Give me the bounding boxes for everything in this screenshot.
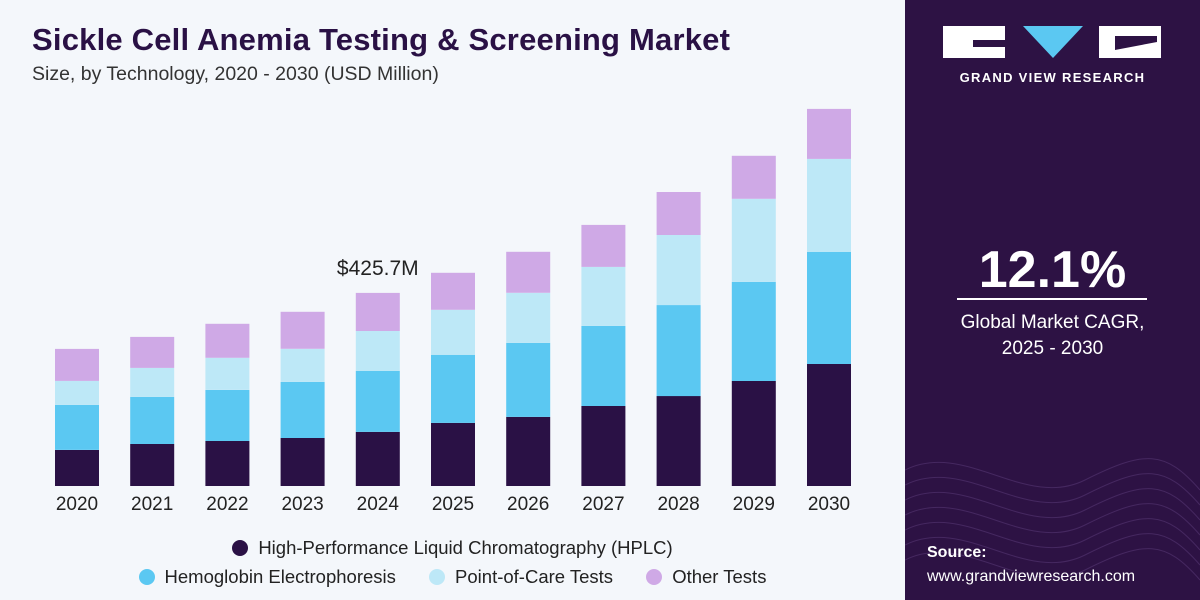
cagr-value: 12.1% xyxy=(978,241,1127,299)
x-tick-label-2026: 2026 xyxy=(507,494,549,515)
legend-item-hemoglobin: Hemoglobin Electrophoresis xyxy=(138,566,396,588)
bar-segment-2020-series-0 xyxy=(55,450,99,486)
bar-segment-2026-series-2 xyxy=(506,292,551,343)
bar-segment-2025-series-3 xyxy=(431,272,475,310)
bar-segment-2021-series-3 xyxy=(130,336,175,368)
bar-segment-2025-series-1 xyxy=(431,354,475,423)
decorative-wave-pattern xyxy=(905,458,1200,581)
bar-segment-2026-series-1 xyxy=(506,342,551,417)
bar-segment-2024-series-0 xyxy=(355,431,400,486)
legend-item-other: Other Tests xyxy=(646,566,766,588)
legend-row-1: High-Performance Liquid Chromatography (… xyxy=(0,537,905,559)
x-tick-label-2029: 2029 xyxy=(733,494,775,515)
bar-segment-2021-series-0 xyxy=(130,444,175,486)
bar-segment-2024-series-3 xyxy=(355,292,400,331)
legend-label-hemoglobin: Hemoglobin Electrophoresis xyxy=(164,566,396,587)
bar-segment-2020-series-1 xyxy=(55,404,99,450)
bar-segment-2027-series-3 xyxy=(581,224,626,267)
legend-item-hplc: High-Performance Liquid Chromatography (… xyxy=(232,537,673,559)
x-tick-label-2021: 2021 xyxy=(131,494,173,515)
x-tick-label-2024: 2024 xyxy=(357,494,400,515)
bar-segment-2023-series-1 xyxy=(280,381,325,438)
bar-segment-2027-series-2 xyxy=(581,266,626,326)
bar-segment-2029-series-2 xyxy=(731,198,776,282)
cagr-label-line-2: 2025 - 2030 xyxy=(1001,338,1104,359)
grand-view-research-logo xyxy=(943,26,1161,58)
bar-segment-2022-series-2 xyxy=(205,357,250,390)
bar-segment-2021-series-1 xyxy=(130,396,175,444)
x-tick-label-2030: 2030 xyxy=(808,494,850,515)
bar-segment-2025-series-2 xyxy=(431,309,475,355)
bar-segment-2030-series-1 xyxy=(807,252,851,364)
legend-label-other: Other Tests xyxy=(672,566,767,587)
sidebar-panel: GRAND VIEW RESEARCH 12.1% Global Market … xyxy=(905,0,1200,600)
x-tick-label-2028: 2028 xyxy=(657,494,699,515)
cagr-divider xyxy=(957,298,1147,300)
bar-segment-2022-series-1 xyxy=(205,389,250,441)
bar-segment-2029-series-0 xyxy=(731,381,776,486)
source-url[interactable]: www.grandviewresearch.com xyxy=(927,568,1136,585)
x-tick-label-2027: 2027 xyxy=(582,494,624,515)
legend-item-poc: Point-of-Care Tests xyxy=(429,566,613,588)
bar-segment-2024-series-1 xyxy=(355,370,400,432)
legend-swatch-hemoglobin xyxy=(138,569,155,585)
legend-label-hplc: High-Performance Liquid Chromatography (… xyxy=(258,537,673,558)
bar-segment-2028-series-2 xyxy=(656,235,701,305)
bar-segment-2020-series-3 xyxy=(55,348,99,381)
bar-segment-2023-series-2 xyxy=(280,348,325,382)
bar-segment-2027-series-0 xyxy=(581,406,626,486)
bar-segment-2024-series-2 xyxy=(355,331,400,371)
annotation-2024: $425.7M xyxy=(337,257,419,280)
bar-segment-2026-series-3 xyxy=(506,251,551,293)
legend-swatch-other xyxy=(646,569,663,585)
bar-segment-2020-series-2 xyxy=(55,380,99,405)
bar-segment-2026-series-0 xyxy=(506,416,551,486)
bar-segment-2022-series-0 xyxy=(205,441,250,486)
bar-segment-2028-series-1 xyxy=(656,305,701,397)
bar-segment-2029-series-1 xyxy=(731,281,776,381)
chart-panel: Sickle Cell Anemia Testing & Screening M… xyxy=(0,22,905,588)
legend-swatch-poc xyxy=(429,569,446,585)
chart-title: Sickle Cell Anemia Testing & Screening M… xyxy=(32,22,731,57)
stacked-bar-chart: 2020 2021 2022 2023 2024 2025 2026 2027 2028 2029… xyxy=(55,108,851,515)
bar-segment-2029-series-3 xyxy=(731,155,776,199)
bar-segment-2022-series-3 xyxy=(205,323,250,358)
cagr-label: Global Market CAGR, 2025 - 2030 xyxy=(905,310,1200,362)
x-tick-label-2023: 2023 xyxy=(281,494,323,515)
brand-name: GRAND VIEW RESEARCH xyxy=(959,70,1146,85)
bar-segment-2030-series-3 xyxy=(807,108,851,159)
bar-segment-2023-series-3 xyxy=(280,311,325,349)
chart-subtitle: Size, by Technology, 2020 - 2030 (USD Mi… xyxy=(32,63,439,85)
legend-row-2: Hemoglobin Electrophoresis Point-of-Care… xyxy=(0,566,905,588)
bar-segment-2030-series-0 xyxy=(807,364,851,486)
cagr-label-line-1: Global Market CAGR, xyxy=(960,312,1145,333)
x-tick-label-2025: 2025 xyxy=(432,494,474,515)
bar-segment-2028-series-0 xyxy=(656,396,701,486)
x-tick-label-2022: 2022 xyxy=(206,494,248,515)
legend-label-poc: Point-of-Care Tests xyxy=(455,566,614,587)
legend-swatch-hplc xyxy=(232,540,249,556)
bar-segment-2028-series-3 xyxy=(656,192,701,235)
bar-segment-2030-series-2 xyxy=(807,158,851,252)
bar-segment-2027-series-1 xyxy=(581,325,626,406)
bar-segment-2025-series-0 xyxy=(431,422,475,486)
x-tick-label-2020: 2020 xyxy=(56,494,98,515)
bar-segment-2021-series-2 xyxy=(130,367,175,397)
bar-segment-2023-series-0 xyxy=(280,437,325,486)
source-label: Source: xyxy=(927,544,987,561)
